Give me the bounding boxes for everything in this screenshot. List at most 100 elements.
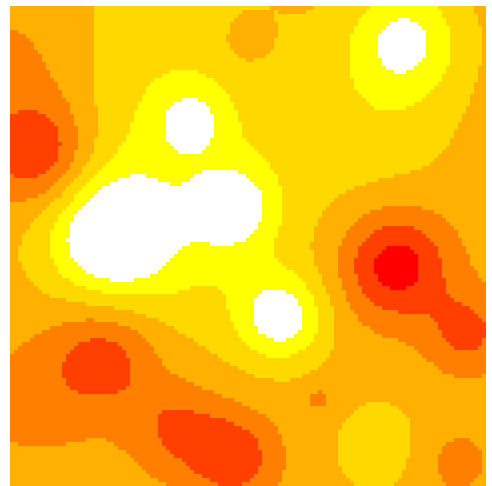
heatmap-cell-run (14, 174, 38, 178)
heatmap-cell-run (318, 314, 334, 318)
heatmap-cell-run (10, 50, 38, 54)
heatmap-cell-run (386, 26, 422, 30)
heatmap-cell-run (10, 46, 34, 50)
heatmap-cell-run (258, 438, 282, 442)
heatmap-cell-run (346, 418, 410, 422)
heatmap-cell-run (74, 118, 98, 122)
heatmap-cell-run (374, 302, 462, 306)
heatmap-cell-run (298, 330, 318, 334)
heatmap-cell-run (446, 218, 486, 222)
heatmap-cell-run (162, 410, 194, 414)
heatmap-cell-run (242, 482, 278, 486)
heatmap-cell-run (134, 310, 230, 314)
heatmap-cell-run (58, 218, 74, 222)
heatmap-cell-run (10, 278, 30, 282)
heatmap-cell-run (66, 238, 246, 242)
heatmap-cell-run (10, 78, 54, 82)
heatmap-cell-run (10, 338, 30, 342)
heatmap-cell-run (338, 430, 410, 434)
heatmap-cell-run (82, 166, 102, 170)
heatmap-cell-run (238, 330, 258, 334)
heatmap-cell-run (10, 210, 42, 214)
heatmap-cell-run (54, 182, 70, 186)
heatmap-cell-run (78, 262, 166, 266)
heatmap-cell-run (10, 34, 26, 38)
heatmap-cell-run (74, 258, 170, 262)
heatmap-cell-run (78, 142, 94, 146)
heatmap-cell-run (470, 94, 486, 98)
heatmap-cell-run (98, 118, 134, 122)
heatmap-cell-run (410, 422, 486, 426)
heatmap-cell-run (14, 350, 70, 354)
heatmap-cell-run (94, 26, 230, 30)
heatmap-cell-run (426, 234, 458, 238)
heatmap-cell-run (166, 130, 214, 134)
heatmap-cell-run (70, 246, 182, 250)
heatmap-cell-run (258, 294, 294, 298)
heatmap-cell-run (130, 366, 166, 370)
heatmap-cell-run (10, 178, 58, 182)
heatmap-cell-run (410, 446, 442, 450)
heatmap-cell-run (246, 58, 254, 62)
heatmap-cell-run (370, 6, 438, 10)
heatmap-cell-run (94, 142, 122, 146)
heatmap-cell-run (138, 330, 178, 334)
heatmap-cell-run (50, 246, 70, 250)
heatmap-cell-run (206, 102, 234, 106)
heatmap-cell-run (94, 146, 118, 150)
heatmap-cell-run (10, 250, 18, 254)
heatmap-cell-run (230, 98, 366, 102)
heatmap-cell-run (242, 426, 278, 430)
heatmap-cell-run (414, 102, 470, 106)
heatmap-cell-run (214, 126, 242, 130)
heatmap-cell-run (66, 378, 130, 382)
heatmap-cell-run (22, 266, 58, 270)
heatmap-cell-run (230, 318, 254, 322)
heatmap-cell-run (350, 66, 386, 70)
heatmap-cell-run (234, 326, 258, 330)
heatmap-cell-run (370, 326, 438, 330)
heatmap-cell-run (66, 442, 114, 446)
heatmap-cell-run (10, 42, 34, 46)
heatmap-cell-run (10, 414, 158, 418)
heatmap-cell-run (10, 366, 62, 370)
heatmap-cell-run (146, 174, 194, 178)
heatmap-cell-run (130, 358, 162, 362)
heatmap-cell-run (350, 306, 382, 310)
heatmap-cell-run (98, 114, 134, 118)
heatmap-cell-run (334, 326, 370, 330)
heatmap-cell-run (182, 182, 254, 186)
heatmap-cell-run (334, 198, 486, 202)
heatmap-cell-run (102, 186, 258, 190)
heatmap-cell-run (10, 62, 46, 66)
heatmap-cell-run (178, 150, 202, 154)
heatmap-cell-run (282, 198, 334, 202)
heatmap-cell-run (278, 178, 378, 182)
heatmap-cell-run (82, 206, 262, 210)
heatmap-cell-run (62, 174, 78, 178)
heatmap-cell-run (130, 122, 166, 126)
heatmap-cell-run (238, 54, 266, 58)
heatmap-cell-run (442, 270, 478, 274)
heatmap-cell-run (330, 294, 346, 298)
heatmap-cell-run (82, 186, 102, 190)
heatmap-cell-run (94, 82, 150, 86)
heatmap-cell-run (282, 434, 338, 438)
heatmap-cell-run (330, 350, 418, 354)
heatmap-cell-run (278, 174, 394, 178)
heatmap-cell-run (50, 242, 70, 246)
heatmap-cell-run (158, 318, 230, 322)
heatmap-cell-run (70, 230, 254, 234)
heatmap-cell-run (10, 314, 146, 318)
heatmap-cell-run (30, 222, 54, 226)
heatmap-cell-run (318, 322, 334, 326)
heatmap-cell-run (482, 34, 486, 38)
heatmap-cell-run (10, 106, 70, 110)
heatmap-cell-run (106, 162, 270, 166)
heatmap-cell-run (474, 6, 486, 10)
heatmap-cell-run (190, 242, 210, 246)
heatmap-cell-run (90, 178, 118, 182)
heatmap-cell-run (10, 334, 34, 338)
heatmap-cell-run (266, 354, 290, 358)
heatmap-cell-run (62, 366, 130, 370)
